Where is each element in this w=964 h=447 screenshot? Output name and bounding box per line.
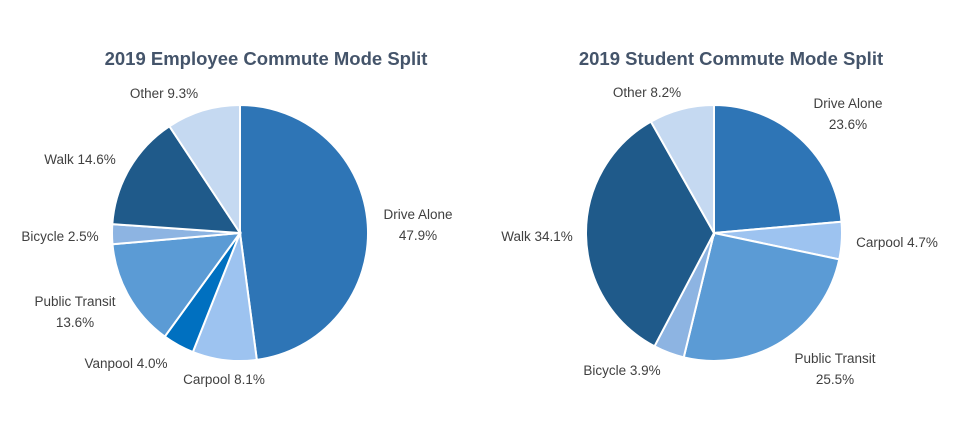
data-label-drive-alone: Drive Alone 23.6% bbox=[813, 96, 882, 132]
student-pie bbox=[585, 103, 843, 362]
pie-slice-walk bbox=[111, 124, 242, 235]
employee-pie-labels: Drive Alone 47.9% Carpool 8.1% Vanpool 4.0%… bbox=[21, 86, 452, 387]
pie-slice-drive-alone bbox=[239, 103, 369, 362]
data-label-bicycle: Bicycle 3.9% bbox=[583, 363, 660, 378]
data-label-carpool: Carpool 4.7% bbox=[856, 235, 938, 250]
data-label-public-transit: Public Transit 13.6% bbox=[34, 294, 115, 330]
data-label-other: Other 9.3% bbox=[130, 86, 198, 101]
data-label-bicycle: Bicycle 2.5% bbox=[21, 229, 98, 244]
data-label-walk: Walk 14.6% bbox=[44, 152, 116, 167]
student-chart-title: 2019 Student Commute Mode Split bbox=[579, 48, 883, 69]
pie-slice-public-transit bbox=[111, 231, 243, 338]
data-label-other: Other 8.2% bbox=[613, 85, 681, 100]
pie-slice-other bbox=[649, 103, 715, 237]
pie-slice-public-transit bbox=[682, 231, 841, 362]
pie-slice-other bbox=[168, 103, 241, 237]
data-label-walk: Walk 34.1% bbox=[501, 229, 573, 244]
pie-slice-drive-alone bbox=[713, 103, 843, 235]
data-label-carpool: Carpool 8.1% bbox=[183, 372, 265, 387]
employee-chart-title: 2019 Employee Commute Mode Split bbox=[105, 48, 428, 69]
student-pie-labels: Drive Alone 23.6% Carpool 4.7% Public Trans… bbox=[501, 85, 938, 387]
data-label-public-transit: Public Transit 25.5% bbox=[794, 351, 875, 387]
employee-pie bbox=[111, 103, 369, 362]
data-label-drive-alone: Drive Alone 47.9% bbox=[383, 207, 452, 243]
data-label-vanpool: Vanpool 4.0% bbox=[84, 356, 167, 371]
